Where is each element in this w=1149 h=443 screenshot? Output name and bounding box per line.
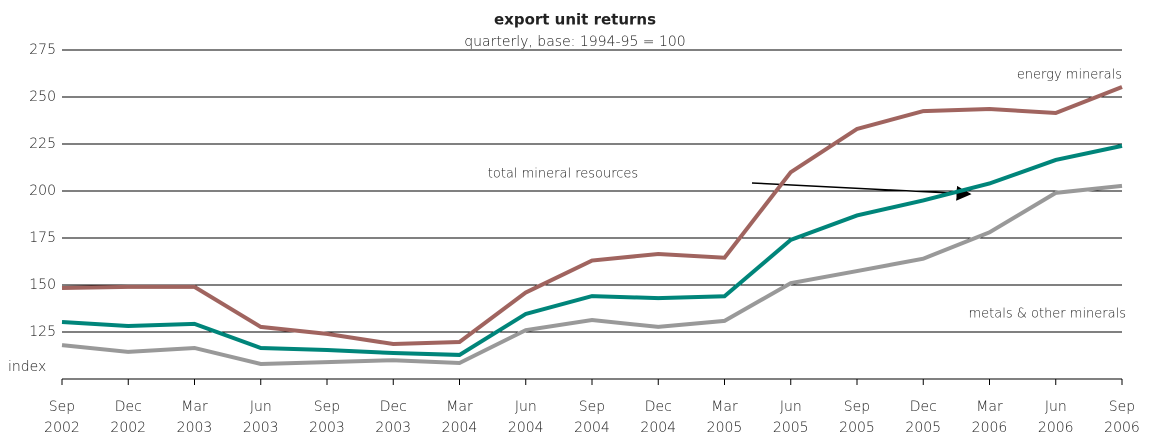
series-label: total mineral resources	[488, 167, 638, 182]
y-tick-label: 200	[29, 183, 56, 199]
x-tick-label: Jun 2003	[242, 399, 279, 436]
x-tick-label: Mar 2006	[971, 399, 1008, 436]
x-tick-label: Jun 2004	[507, 399, 544, 436]
x-tick-label: Sep 2004	[574, 399, 610, 436]
x-tick-label: Sep 2005	[839, 399, 875, 436]
y-axis-label: index	[8, 359, 46, 375]
line-series	[61, 143, 1123, 357]
x-tick-label: Dec 2002	[110, 399, 147, 436]
y-tick-label: 150	[29, 277, 56, 293]
x-tick-label: Sep 2002	[44, 399, 80, 436]
line-series	[61, 183, 1123, 366]
chart-title: export unit returns	[494, 11, 656, 29]
y-tick-label: 225	[29, 136, 56, 152]
x-tick-label: Mar 2005	[706, 399, 743, 436]
y-tick-label: 250	[29, 89, 56, 105]
x-tick-label: Dec 2005	[905, 399, 942, 436]
y-tick-label: 175	[29, 230, 56, 246]
x-tick-label: Dec 2003	[375, 399, 412, 436]
line-series	[61, 85, 1123, 347]
x-tick-label: Mar 2004	[441, 399, 478, 436]
x-tick-label: Sep 2006	[1104, 399, 1140, 436]
series-label: energy minerals	[1017, 68, 1122, 83]
annotation-arrow	[751, 182, 972, 201]
series-label: metals & other minerals	[969, 307, 1127, 322]
x-tick-label: Sep 2003	[309, 399, 345, 436]
x-tick-label: Jun 2005	[772, 399, 809, 436]
y-tick-label: 125	[29, 324, 56, 340]
chart-subtitle: quarterly, base: 1994-95 = 100	[464, 34, 685, 50]
x-tick-label: Dec 2004	[640, 399, 677, 436]
x-tick-label: Jun 2006	[1037, 399, 1074, 436]
y-tick-label: 275	[29, 42, 56, 58]
x-tick-label: Mar 2003	[176, 399, 213, 436]
